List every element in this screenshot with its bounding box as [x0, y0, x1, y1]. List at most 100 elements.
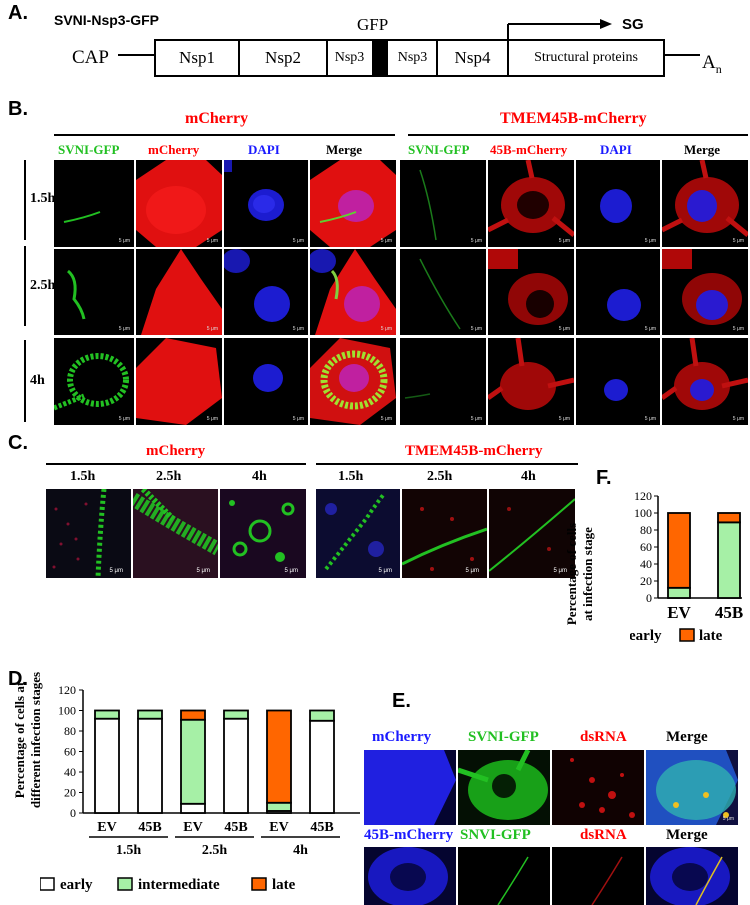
- b-r2-dapi-image: 5 μm: [224, 249, 308, 335]
- gene-nsp3-b: Nsp3: [397, 50, 428, 65]
- f-ylabel: Percentage of cells at infection stage: [564, 522, 595, 626]
- f-legend-swatch-late: [679, 628, 695, 642]
- d-legend-swatch-intermediate: [117, 877, 133, 891]
- b-col-merge: Merge: [326, 142, 363, 157]
- c-time-4: 1.5h: [338, 469, 364, 484]
- sg-label: SG: [622, 16, 644, 33]
- b-r1-dapi-image: 5 μm: [224, 160, 308, 247]
- b-col-svni-gfp: SVNI-GFP: [58, 142, 120, 157]
- b-col-mcherry: mCherry: [148, 142, 200, 157]
- d-legend-label-intermediate: intermediate: [138, 877, 220, 893]
- f-ytick-label-6: 120: [634, 489, 652, 503]
- c-img-3: 5 μm: [220, 489, 306, 578]
- panel-e-letter: E.: [392, 690, 411, 712]
- d-group-label-1: 2.5h: [202, 843, 228, 858]
- b-r1-svni-gfp-image: 5 μm: [54, 160, 134, 247]
- b-group2-title: TMEM45B-mCherry: [500, 110, 647, 127]
- f-category-label-0: EV: [667, 603, 691, 622]
- b-r3-svni-gfp-2-image: 5 μm: [400, 338, 486, 425]
- b-r2-svni-gfp-2-image: 5 μm: [400, 249, 486, 335]
- gene-nsp3-a: Nsp3: [334, 50, 365, 65]
- b-col2-dapi: DAPI: [600, 142, 632, 157]
- d-ytick-label-0: 0: [70, 806, 76, 820]
- b-r3-merge-image: 5 μm: [310, 338, 396, 425]
- d-bar-early-2: [180, 802, 206, 814]
- gene-structural: Structural proteins: [534, 50, 638, 65]
- f-ytick-label-2: 40: [640, 557, 652, 571]
- b-col2-svni-gfp: SVNI-GFP: [408, 142, 470, 157]
- f-ytick-label-4: 80: [640, 523, 652, 537]
- e-r1-dsrna-image: [552, 750, 644, 825]
- f-ytick-label-3: 60: [640, 540, 652, 554]
- d-category-label-0: EV: [97, 820, 116, 835]
- e-r1-svni-gfp-image: [458, 750, 550, 825]
- f-ytick-label-0: 0: [646, 591, 652, 605]
- c-img-4: 5 μm: [316, 489, 400, 578]
- f-bar-late-0: [667, 512, 691, 589]
- d-ytick-label-4: 80: [64, 724, 76, 738]
- gene-nsp1: Nsp1: [179, 48, 215, 67]
- d-ytick-label-6: 120: [58, 683, 76, 697]
- panel-a-letter: A.: [8, 2, 28, 24]
- gfp-insert-label: GFP: [357, 15, 389, 34]
- f-ytick-label-5: 100: [634, 506, 652, 520]
- b-group1-rule: [54, 134, 395, 136]
- polya-label: An: [702, 52, 722, 76]
- d-bar-intermediate-4: [266, 801, 292, 812]
- b-r2-45b-mcherry-image: 5 μm: [488, 249, 574, 335]
- c-time-6: 4h: [521, 469, 536, 484]
- b-r3-svni-gfp-image: 5 μm: [54, 338, 134, 425]
- b-r1-svni-gfp-2-image: 5 μm: [400, 160, 486, 247]
- b-r1-45b-mcherry-image: 5 μm: [488, 160, 574, 247]
- panel-f-letter: F.: [596, 467, 612, 489]
- d-bar-intermediate-1: [137, 709, 163, 720]
- panel-d-letter: D.: [8, 668, 28, 690]
- b-time-1: 1.5h: [30, 191, 56, 206]
- d-bar-early-5: [309, 719, 335, 814]
- b-r2-svni-gfp-image: 5 μm: [54, 249, 134, 335]
- e-r2-col-merge: Merge: [666, 827, 708, 843]
- f-category-label-1: 45B: [715, 603, 743, 622]
- d-group-label-0: 1.5h: [116, 843, 142, 858]
- c-time-2: 2.5h: [156, 469, 182, 484]
- chart-f: 0 20 40 60 80 100 120 EV 45B early late: [630, 489, 743, 644]
- e-r1-mcherry-image: [364, 750, 456, 825]
- b-group1-title: mCherry: [185, 110, 249, 127]
- e-r2-col-45b-mcherry: 45B-mCherry: [364, 827, 454, 843]
- b-row2-bar: [24, 246, 26, 326]
- d-bar-intermediate-0: [94, 709, 120, 720]
- e-r2-merge-image: [646, 847, 738, 905]
- f-legend-label-late: late: [699, 628, 723, 644]
- b-r3-merge-2-image: 5 μm: [662, 338, 748, 425]
- b-r3-dapi-image: 5 μm: [224, 338, 308, 425]
- b-r1-mcherry-image: 5 μm: [136, 160, 222, 247]
- d-ytick-label-2: 40: [64, 765, 76, 779]
- d-bar-early-1: [137, 717, 163, 814]
- b-time-2: 2.5h: [30, 278, 56, 293]
- panel-c-letter: C.: [8, 432, 28, 454]
- b-r1-merge-2-image: 5 μm: [662, 160, 748, 247]
- gene-nsp4: Nsp4: [454, 48, 491, 67]
- f-ytick-label-1: 20: [640, 574, 652, 588]
- cap-label: CAP: [72, 47, 109, 68]
- gene-nsp2: Nsp2: [265, 48, 301, 67]
- b-row1-bar: [24, 160, 26, 240]
- c-time-3: 4h: [252, 469, 267, 484]
- b-col2-merge: Merge: [684, 142, 721, 157]
- f-legend-label-early: early: [630, 628, 662, 644]
- d-category-label-2: EV: [183, 820, 202, 835]
- genome-diagram: [118, 19, 700, 77]
- d-bar-early-0: [94, 717, 120, 814]
- d-legend-label-late: late: [272, 877, 296, 893]
- b-r3-dapi-2-image: 5 μm: [576, 338, 660, 425]
- c-time-1: 1.5h: [70, 469, 96, 484]
- d-category-label-4: EV: [269, 820, 288, 835]
- b-r2-merge-2-image: 5 μm: [662, 249, 748, 335]
- e-r1-col-merge: Merge: [666, 729, 708, 745]
- c-group1-title: mCherry: [146, 443, 206, 459]
- b-col-dapi: DAPI: [248, 142, 280, 157]
- b-r3-mcherry-image: 5 μm: [136, 338, 222, 425]
- c-img-5: 5 μm: [402, 489, 487, 578]
- b-r2-dapi-2-image: 5 μm: [576, 249, 660, 335]
